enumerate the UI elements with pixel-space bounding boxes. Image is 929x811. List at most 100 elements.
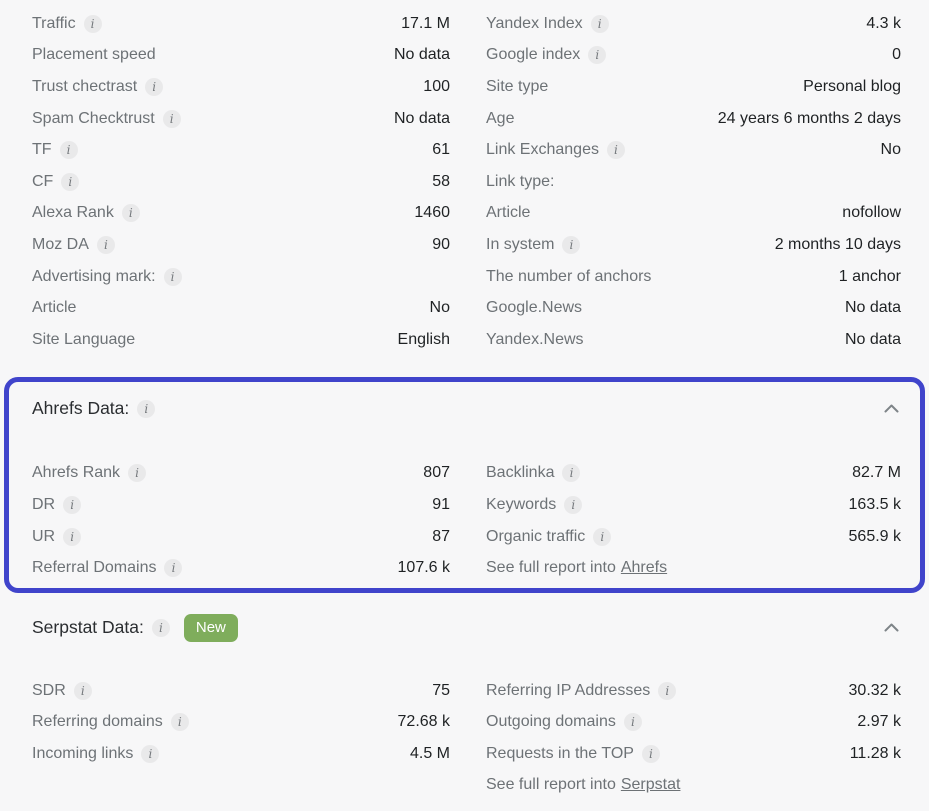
metric-label-text: Moz DA bbox=[32, 235, 89, 253]
metric-row-google-news: Google.News No data bbox=[486, 292, 901, 324]
metric-value: 4.5 M bbox=[409, 744, 450, 762]
info-icon[interactable] bbox=[128, 464, 147, 483]
metric-label: Referring domains bbox=[32, 713, 189, 732]
info-icon[interactable] bbox=[96, 235, 115, 254]
metric-label: Referral Domains bbox=[32, 559, 183, 578]
chevron-up-icon[interactable] bbox=[882, 621, 901, 634]
metric-value: 17.1 M bbox=[401, 14, 450, 32]
metric-label: Outgoing domains bbox=[486, 713, 642, 732]
info-icon[interactable] bbox=[63, 527, 82, 546]
metric-label: Placement speed bbox=[32, 46, 156, 64]
metric-label: TF bbox=[32, 141, 78, 160]
info-icon[interactable] bbox=[83, 14, 102, 33]
metric-label: Link type: bbox=[486, 173, 554, 191]
info-icon[interactable] bbox=[151, 618, 170, 637]
metric-label: The number of anchors bbox=[486, 268, 651, 286]
metric-label: SDR bbox=[32, 681, 92, 700]
serpstat-data-section: Serpstat Data: New SDR 75 Referring doma… bbox=[0, 613, 929, 801]
metric-row-ur: UR 87 bbox=[32, 521, 450, 553]
metric-label-text: Alexa Rank bbox=[32, 204, 114, 222]
info-icon[interactable] bbox=[590, 14, 609, 33]
metric-label: Incoming links bbox=[32, 744, 160, 763]
chevron-up-icon[interactable] bbox=[882, 402, 901, 415]
info-icon[interactable] bbox=[562, 235, 581, 254]
info-icon[interactable] bbox=[564, 495, 583, 514]
metric-label: In system bbox=[486, 235, 581, 254]
info-icon[interactable] bbox=[141, 744, 160, 763]
metric-label: Traffic bbox=[32, 14, 102, 33]
ahrefs-section-header: Ahrefs Data: bbox=[32, 394, 901, 424]
metric-label: Site type bbox=[486, 78, 548, 96]
metric-row-advertising-mark: Advertising mark: bbox=[32, 261, 450, 293]
metric-value: No data bbox=[393, 46, 450, 64]
metric-value: 807 bbox=[423, 464, 450, 482]
metric-label: Article bbox=[32, 299, 76, 317]
metric-value: 72.68 k bbox=[397, 713, 450, 731]
info-icon[interactable] bbox=[163, 267, 182, 286]
metric-row-referring-ip-addresses: Referring IP Addresses 30.32 k bbox=[486, 675, 901, 707]
metric-label-text: Article bbox=[32, 299, 77, 317]
metric-label-text: Site type bbox=[486, 77, 549, 95]
metric-label-text: Article bbox=[486, 204, 531, 222]
metric-row-sdr: SDR 75 bbox=[32, 675, 450, 707]
info-icon[interactable] bbox=[606, 141, 625, 160]
info-icon[interactable] bbox=[593, 527, 612, 546]
ahrefs-data-section: Ahrefs Data: Ahrefs Rank 807 DR 91 UR 87… bbox=[4, 376, 925, 593]
metric-label: Age bbox=[486, 110, 514, 128]
metric-value: 163.5 k bbox=[848, 495, 901, 513]
metric-value: No data bbox=[844, 299, 901, 317]
metric-label-text: Placement speed bbox=[32, 46, 156, 64]
metric-row-google-index: Google index 0 bbox=[486, 40, 901, 72]
info-icon[interactable] bbox=[623, 713, 642, 732]
metric-label-text: Google index bbox=[486, 46, 581, 64]
metric-label: Yandex Index bbox=[486, 14, 609, 33]
metric-label: Ahrefs Rank bbox=[32, 464, 147, 483]
metric-value: No data bbox=[844, 330, 901, 348]
metric-label-text: UR bbox=[32, 527, 56, 545]
top-metrics-right-column: Yandex Index 4.3 k Google index 0 Site t… bbox=[486, 8, 901, 356]
section-title: Ahrefs Data: bbox=[32, 398, 130, 419]
new-badge: New bbox=[183, 613, 238, 642]
metric-label-text: Traffic bbox=[32, 14, 76, 32]
metric-label-text: Site Language bbox=[32, 330, 136, 348]
top-metrics-section: Traffic 17.1 M Placement speed No data T… bbox=[0, 0, 929, 356]
info-icon[interactable] bbox=[164, 559, 183, 578]
serpstat-section-header: Serpstat Data: New bbox=[32, 613, 901, 643]
info-icon[interactable] bbox=[61, 172, 80, 191]
info-icon[interactable] bbox=[170, 713, 189, 732]
info-icon[interactable] bbox=[641, 744, 660, 763]
info-icon[interactable] bbox=[73, 681, 92, 700]
full-report-text: See full report into Serpstat bbox=[486, 776, 680, 794]
metric-label-text: Trust chectrast bbox=[32, 77, 138, 95]
ahrefs-report-link[interactable]: Ahrefs bbox=[620, 559, 668, 577]
metric-row-link-exchanges: Link Exchanges No bbox=[486, 134, 901, 166]
metric-label: Alexa Rank bbox=[32, 204, 140, 223]
serpstat-report-link[interactable]: Serpstat bbox=[620, 776, 681, 794]
metric-value: English bbox=[397, 330, 450, 348]
metric-row-placement-speed: Placement speed No data bbox=[32, 40, 450, 72]
info-icon[interactable] bbox=[562, 464, 581, 483]
metric-label-text: Yandex Index bbox=[486, 14, 583, 32]
metric-row-referring-domains: Referring domains 72.68 k bbox=[32, 707, 450, 739]
info-icon[interactable] bbox=[137, 399, 156, 418]
metric-label: Advertising mark: bbox=[32, 267, 182, 286]
info-icon[interactable] bbox=[658, 681, 677, 700]
metric-label: Article bbox=[486, 204, 530, 222]
info-icon[interactable] bbox=[63, 495, 82, 514]
info-icon[interactable] bbox=[59, 141, 78, 160]
metric-row-link-type: Link type: bbox=[486, 166, 901, 198]
metric-label: Site Language bbox=[32, 331, 135, 349]
metric-label-text: Age bbox=[486, 109, 515, 127]
info-icon[interactable] bbox=[145, 77, 164, 96]
info-icon[interactable] bbox=[162, 109, 181, 128]
info-icon[interactable] bbox=[588, 46, 607, 65]
metric-value: 61 bbox=[432, 141, 450, 159]
metric-label-text: DR bbox=[32, 495, 56, 513]
metric-value: 87 bbox=[432, 527, 450, 545]
metric-label: Spam Checktrust bbox=[32, 109, 181, 128]
metric-label-text: Ahrefs Rank bbox=[32, 464, 121, 482]
info-icon[interactable] bbox=[121, 204, 140, 223]
full-report-text: See full report into Ahrefs bbox=[486, 559, 667, 577]
metric-label-text: Incoming links bbox=[32, 744, 134, 762]
metric-label-text: Referring IP Addresses bbox=[486, 681, 651, 699]
